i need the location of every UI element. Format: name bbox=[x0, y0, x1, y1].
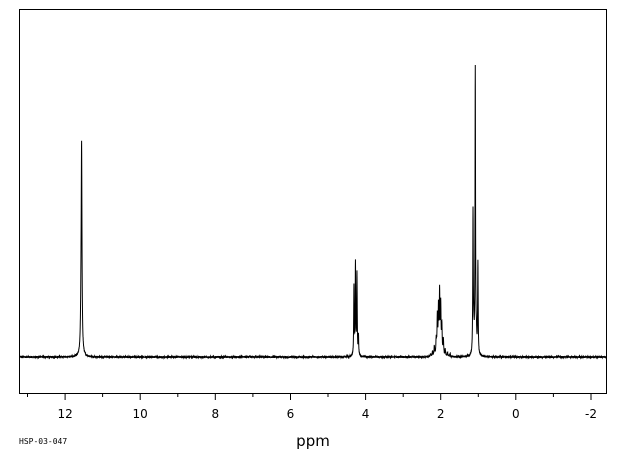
x-axis: 12 10 8 6 4 2 0 -2 bbox=[28, 393, 597, 421]
x-tick-label: 0 bbox=[512, 407, 520, 421]
x-axis-title: ppm bbox=[296, 432, 330, 450]
sample-id-label: HSP-03-047 bbox=[19, 437, 67, 446]
x-tick-label: 12 bbox=[57, 407, 72, 421]
x-tick-label: -2 bbox=[585, 407, 597, 421]
x-tick-label: 8 bbox=[211, 407, 219, 421]
x-tick-label: 2 bbox=[437, 407, 445, 421]
plot-frame bbox=[20, 10, 607, 394]
x-tick-label: 10 bbox=[133, 407, 148, 421]
spectrum-trace bbox=[20, 65, 606, 358]
x-tick-label: 4 bbox=[362, 407, 370, 421]
x-tick-label: 6 bbox=[287, 407, 295, 421]
